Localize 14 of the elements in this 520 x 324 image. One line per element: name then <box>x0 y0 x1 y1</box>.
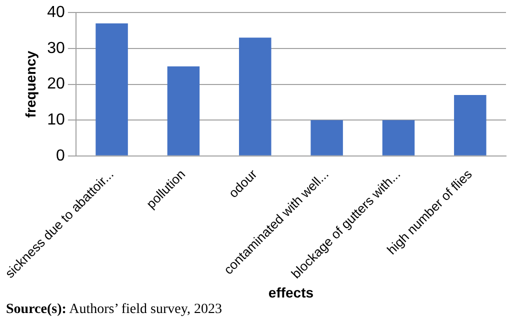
bar <box>454 95 486 156</box>
y-tick-label: 40 <box>47 4 66 22</box>
y-tick-label: 20 <box>47 76 66 93</box>
y-axis-title: frequency <box>22 50 39 118</box>
bar <box>239 38 272 156</box>
bar <box>167 66 200 156</box>
source-note: Source(s): Authors’ field survey, 2023 <box>6 302 222 318</box>
bar <box>96 23 128 156</box>
bar <box>310 120 343 156</box>
y-tick-label: 10 <box>47 112 66 129</box>
y-tick-label: 0 <box>56 147 66 164</box>
y-tick-label: 30 <box>47 40 66 57</box>
x-axis-title: effects <box>268 284 314 300</box>
bar <box>382 120 415 156</box>
